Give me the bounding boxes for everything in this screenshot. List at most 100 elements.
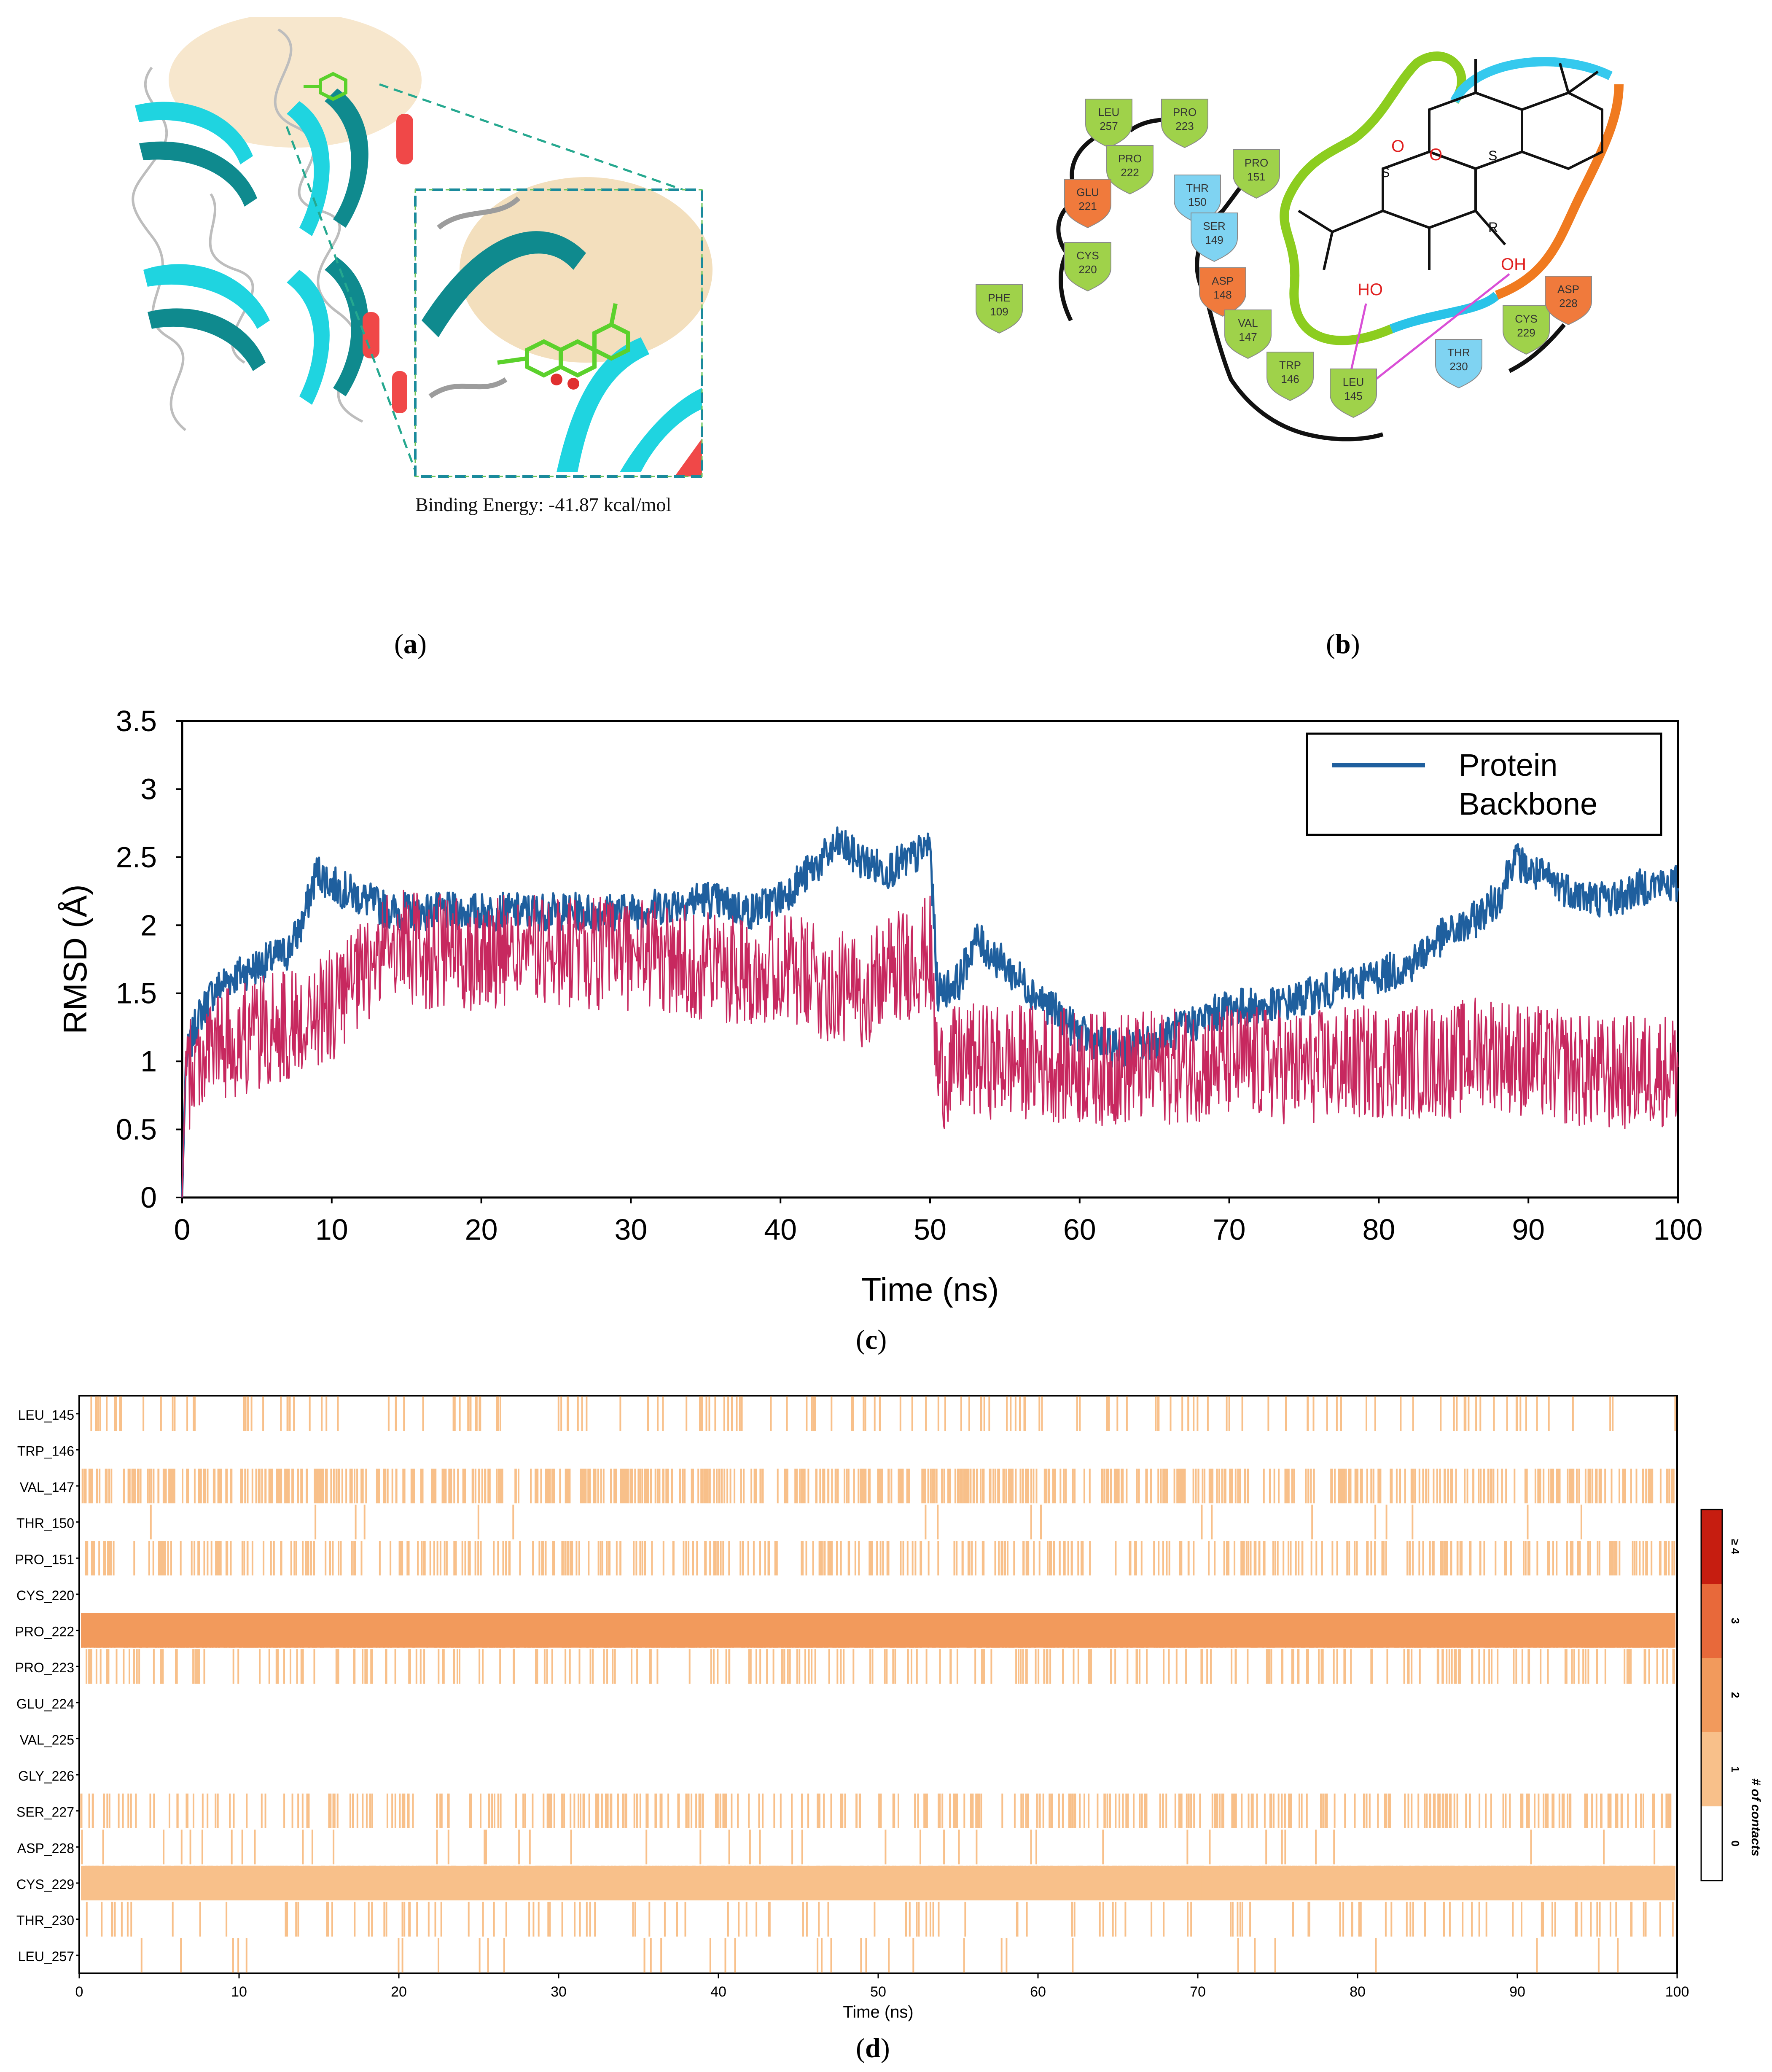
panel-b: O O S S R OH HO LEU 257 PRO 223 PRO 222 PRO 151…	[928, 0, 1772, 659]
zoom-inset	[414, 177, 713, 478]
residue-number: 257	[1100, 120, 1118, 132]
residue-name: PRO	[1245, 156, 1268, 169]
x-tick-label: 30	[551, 1984, 567, 2000]
rmsd-x-ticks: 0 10 20 30 40 50 60 70 80 90 100	[174, 1197, 1702, 1246]
atom-label-oh: OH	[1501, 255, 1526, 274]
residue-name: GLU	[1076, 186, 1099, 199]
residue-trp-146: TRP 146	[1266, 352, 1314, 401]
atom-label-s2: S	[1488, 148, 1497, 163]
residue-number: 150	[1188, 196, 1206, 208]
residue-number: 230	[1449, 360, 1468, 373]
row-label-cys_229: CYS_229	[16, 1877, 74, 1892]
row-label-trp_146: TRP_146	[17, 1443, 74, 1458]
x-tick-label: 20	[465, 1213, 498, 1246]
rmsd-x-axis-label: Time (ns)	[861, 1271, 999, 1308]
series-line-protein-backbone	[181, 826, 1679, 1198]
row-label-pro_222: PRO_222	[15, 1624, 74, 1639]
panel-b-letter: b	[1335, 629, 1351, 659]
x-tick-label: 80	[1350, 1984, 1366, 2000]
residue-name: VAL	[1238, 317, 1258, 329]
contact-marks	[86, 1902, 1674, 1937]
row-label-leu_145: LEU_145	[18, 1407, 74, 1423]
protein-structure-image	[132, 17, 713, 478]
y-tick-label: 3.5	[116, 705, 157, 737]
row-label-pro_223: PRO_223	[15, 1660, 74, 1675]
hbond-arrow-1	[1348, 303, 1367, 380]
contact-marks	[81, 1830, 1656, 1865]
colorbar-segment	[1701, 1658, 1722, 1732]
residue-name: CYS	[1515, 312, 1537, 325]
contact-marks	[81, 1469, 1675, 1504]
colorbar-tick-label: 2	[1729, 1692, 1742, 1698]
panel-a-letter: a	[403, 629, 417, 659]
residue-shape	[1233, 149, 1280, 199]
colorbar-tick-label: 1	[1729, 1766, 1742, 1772]
residue-name: THR	[1186, 182, 1208, 194]
heatmap-x-ticks: 0 10 20 30 40 50 60 70 80 90 100	[75, 1973, 1689, 2000]
beta-sheets	[135, 89, 368, 405]
residue-number: 148	[1213, 288, 1232, 301]
residue-shape	[1191, 213, 1238, 262]
x-tick-label: 70	[1190, 1984, 1206, 2000]
x-tick-label: 90	[1512, 1213, 1545, 1246]
contact-marks	[85, 1541, 1675, 1576]
y-tick-label: 1.5	[116, 977, 157, 1010]
atom-label-o2: O	[1429, 145, 1442, 164]
rmsd-legend: Protein Backbone	[1306, 732, 1662, 836]
heatmap-row-pro_223	[86, 1649, 1675, 1684]
rmsd-chart: 00.511.522.533.5 0 10 20 30 40 50 60 70 80 90 100 …	[56, 705, 1702, 1308]
residue-pro-223: PRO 223	[1161, 99, 1208, 148]
x-tick-label: 70	[1213, 1213, 1246, 1246]
contact-marks	[86, 1649, 1675, 1684]
residue-shape	[976, 284, 1023, 334]
row-label-asp_228: ASP_228	[17, 1841, 74, 1856]
row-label-val_225: VAL_225	[20, 1732, 74, 1747]
heatmap-row-pro_222	[81, 1613, 1675, 1648]
residue-number: 145	[1344, 390, 1362, 402]
residue-name: CYS	[1076, 249, 1099, 262]
row-label-leu_257: LEU_257	[18, 1949, 74, 1964]
row-label-cys_220: CYS_220	[16, 1588, 74, 1603]
residue-leu-257: LEU 257	[1085, 99, 1132, 148]
atom-label-o1: O	[1391, 137, 1404, 156]
colorbar-frame	[1700, 1509, 1723, 1881]
y-tick-label: 3	[140, 772, 157, 805]
x-tick-label: 20	[391, 1984, 407, 2000]
residue-number: 146	[1281, 373, 1299, 385]
colorbar-segment	[1701, 1584, 1722, 1658]
residue-shape	[1199, 267, 1246, 317]
atom-label-ho: HO	[1358, 280, 1383, 299]
residue-shape	[1435, 339, 1482, 389]
x-tick-label: 90	[1509, 1984, 1525, 2000]
residue-number: 220	[1078, 263, 1097, 276]
heatmap-row-ser_227	[80, 1793, 1672, 1828]
panel-b-label: (b)	[1326, 629, 1360, 659]
rmsd-y-ticks: 0 0.5 1 1.5 2 2.5 3 3.5	[116, 705, 182, 1214]
y-tick-label: 2.5	[116, 841, 157, 874]
colorbar-label: # of contacts	[1749, 1778, 1763, 1856]
residue-shape	[1224, 309, 1272, 359]
residue-number: 147	[1239, 331, 1257, 343]
colorbar-tick-label: 0	[1729, 1841, 1742, 1846]
y-tick-label: 0.5	[116, 1113, 157, 1146]
x-tick-label: 40	[710, 1984, 726, 2000]
residue-number: 151	[1247, 170, 1265, 183]
heatmap-row-leu_145	[90, 1396, 1676, 1431]
residue-shape	[1266, 352, 1314, 401]
x-tick-label: 100	[1665, 1984, 1689, 2000]
residue-leu-145: LEU 145	[1330, 369, 1377, 418]
row-label-gly_226: GLY_226	[18, 1768, 74, 1784]
residue-layer: LEU257PRO223PRO222PRO151THR150GLU221SER1…	[976, 99, 1592, 418]
residue-number: 222	[1121, 166, 1139, 179]
ligand-small	[304, 72, 347, 101]
colorbar-segment	[1701, 1732, 1722, 1806]
row-label-thr_230: THR_230	[16, 1913, 74, 1928]
contact-marks	[81, 1613, 1674, 1648]
panel-d-letter: d	[865, 2033, 881, 2064]
